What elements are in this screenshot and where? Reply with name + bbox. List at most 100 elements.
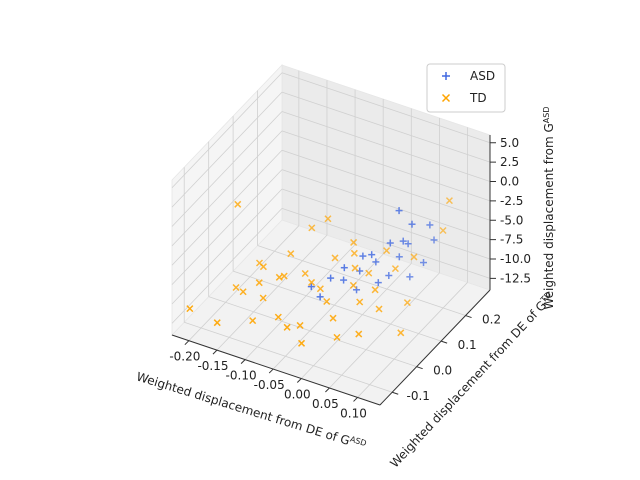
td-point: [403, 299, 411, 307]
asd-point: [426, 221, 434, 229]
td-point: [232, 283, 240, 292]
td-point-b: [356, 298, 364, 306]
asd-point: [386, 239, 394, 247]
td-point-b: [410, 253, 418, 261]
asd-point: [340, 276, 348, 284]
z-gridline-back: [281, 91, 491, 163]
td-point: [280, 272, 288, 280]
z-tick-label: -2.5: [500, 194, 523, 208]
td-point: [274, 313, 282, 321]
z-gridline-side: [171, 72, 283, 189]
z-gridline-back: [281, 169, 491, 241]
axes-panes: [171, 64, 491, 406]
td-point-b: [333, 333, 341, 341]
asd-point: [395, 253, 403, 261]
y-tick-mark: [440, 340, 448, 344]
td-point: [397, 329, 405, 337]
z-tick-label: -10.0: [500, 252, 531, 266]
td-point: [324, 215, 332, 223]
td-point: [445, 197, 453, 205]
z-axis-label-text: Weighted displacement from G: [542, 123, 556, 309]
td-point: [249, 317, 257, 325]
legend-label-td: TD: [469, 91, 487, 105]
y-gridline-floor: [184, 321, 393, 393]
y-tick-mark: [392, 391, 399, 395]
x-axis-line: [171, 334, 381, 406]
td-point-b: [280, 272, 288, 280]
asd-point: [406, 273, 414, 281]
td-point: [283, 323, 291, 331]
td-point-b: [283, 323, 291, 331]
td-point: [410, 253, 418, 261]
td-point-b: [375, 305, 383, 313]
td-point-b: [403, 299, 411, 307]
td-point-b: [439, 226, 447, 235]
td-point-b: [329, 314, 337, 322]
x-tick-mark: [325, 387, 330, 393]
asd-point: [420, 259, 428, 267]
asd-point: [327, 274, 335, 282]
asd-point: [368, 251, 376, 259]
x-gridline-floor: [272, 253, 384, 370]
td-point: [308, 278, 316, 286]
td-point-b: [331, 254, 339, 262]
legend-marker-asd: [442, 72, 450, 80]
td-point-b: [371, 286, 379, 294]
asd-point: [430, 236, 438, 244]
grid-lines: [171, 70, 491, 398]
asd-point: [399, 237, 407, 245]
x-gridline-floor: [357, 282, 468, 398]
td-point-b: [287, 250, 295, 258]
side-pane: [171, 64, 283, 336]
x-tick-mark: [268, 368, 274, 374]
legend-marker-td: [441, 93, 451, 103]
td-point: [383, 247, 391, 255]
z-gridline-back: [281, 130, 491, 202]
td-point: [331, 254, 339, 262]
z-gridline-back: [281, 188, 491, 260]
axis-lines: [171, 135, 496, 406]
td-point-b: [296, 321, 304, 329]
asd-point: [359, 252, 367, 260]
td-point: [316, 285, 324, 293]
asd-point: [374, 279, 382, 287]
z-gridline-back: [281, 207, 491, 279]
x-tick-label: -0.10: [226, 369, 257, 383]
x-tick-label: 0.10: [340, 406, 367, 420]
td-point: [329, 314, 337, 322]
td-point-b: [308, 278, 316, 286]
x-tick-mark: [184, 340, 190, 346]
y-gridline-floor: [232, 270, 442, 342]
td-point: [239, 288, 247, 296]
x-tick-label: 0.05: [312, 397, 339, 411]
z-gridline-side: [171, 91, 283, 208]
z-tick-label: 2.5: [500, 155, 519, 169]
td-point-b: [351, 264, 359, 272]
td-point: [296, 321, 304, 329]
td-point-b: [323, 297, 331, 306]
z-gridline-back: [281, 111, 491, 182]
td-point-b: [234, 200, 242, 208]
x-axis-label-superscript: ASD: [349, 434, 368, 447]
y-tick-label: -0.1: [407, 389, 430, 403]
x-tick-label: 0.00: [284, 388, 311, 402]
td-point-b: [365, 269, 373, 277]
td-point: [365, 269, 373, 277]
x-tick-label: -0.20: [169, 350, 200, 364]
td-point: [350, 249, 358, 257]
td-point: [391, 265, 399, 273]
td-point-b: [301, 269, 309, 278]
td-point-b: [255, 259, 264, 267]
td-point-b: [298, 339, 306, 347]
y-gridline-floor: [208, 296, 417, 368]
z-gridline-side: [171, 130, 283, 247]
asd-point: [372, 258, 380, 266]
td-point-b: [355, 330, 363, 338]
asd-point: [307, 283, 315, 291]
y-tick-label: 0.1: [458, 338, 477, 352]
td-point: [298, 339, 306, 347]
data-points: [186, 197, 453, 347]
td-point: [255, 279, 263, 287]
z-gridline-side: [171, 208, 283, 324]
td-point: [333, 333, 341, 341]
